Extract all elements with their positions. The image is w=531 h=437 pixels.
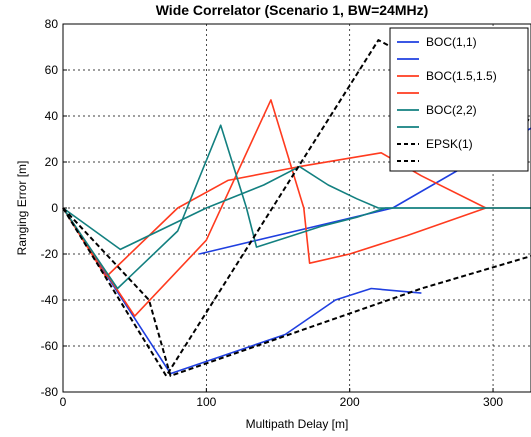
- legend: BOC(1,1) BOC(1.5,1.5) BOC(2,2) EPSK(1): [389, 27, 529, 172]
- series-group: [62, 39, 531, 377]
- x-tick-label-2: 200: [340, 395, 360, 409]
- y-tick-label-1: -60: [41, 339, 59, 353]
- legend-label-0: BOC(1,1): [426, 35, 477, 49]
- y-tick-label-0: -80: [41, 385, 59, 399]
- y-tick-label-8: 80: [45, 17, 59, 31]
- legend-label-6: EPSK(1): [426, 137, 473, 151]
- y-axis-label: Ranging Error [m]: [15, 161, 29, 256]
- y-tick-label-2: -40: [41, 293, 59, 307]
- series-line-0: [62, 207, 422, 375]
- series-line-2: [62, 99, 487, 317]
- series-line-4: [62, 124, 531, 290]
- series-line-5: [62, 165, 531, 251]
- y-tick-label-7: 60: [45, 63, 59, 77]
- legend-box: [389, 27, 529, 172]
- y-tick-label-6: 40: [45, 109, 59, 123]
- chart-title: Wide Correlator (Scenario 1, BW=24MHz): [156, 2, 429, 18]
- series-line-7: [62, 207, 531, 377]
- ticks: 0 100 200 300 -80 -60 -40 -20 0 20 40 60 80: [41, 17, 504, 409]
- y-tick-label-4: 0: [51, 201, 58, 215]
- legend-label-4: BOC(2,2): [426, 103, 477, 117]
- x-axis-label: Multipath Delay [m]: [246, 417, 349, 431]
- y-tick-label-3: -20: [41, 247, 59, 261]
- x-tick-label-0: 0: [60, 395, 67, 409]
- x-tick-label-3: 300: [483, 395, 503, 409]
- x-tick-label-1: 100: [196, 395, 216, 409]
- legend-label-2: BOC(1.5,1.5): [426, 69, 497, 83]
- series-line-6: [62, 39, 531, 377]
- y-tick-label-5: 20: [45, 155, 59, 169]
